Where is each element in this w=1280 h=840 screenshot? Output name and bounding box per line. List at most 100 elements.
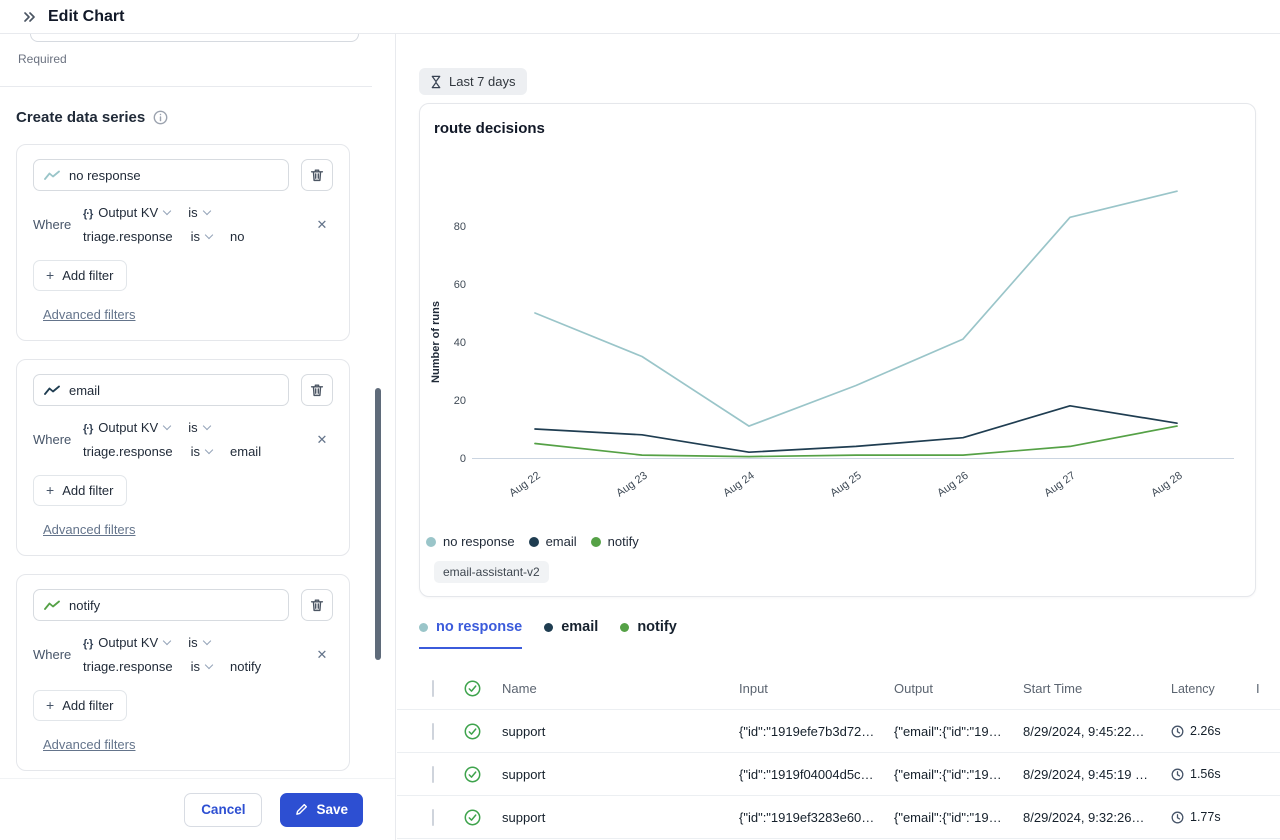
table-row[interactable]: support {"id":"1919f04004d5c… {"email":{… xyxy=(397,753,1280,796)
cell-output: {"email":{"id":"19… xyxy=(894,766,1002,782)
kv-icon xyxy=(83,635,92,650)
chevron-down-icon xyxy=(162,636,172,646)
kv-icon xyxy=(83,420,92,435)
table-header-row: Name Input Output Start Time Latency I xyxy=(397,668,1280,710)
tab-notify[interactable]: notify xyxy=(620,619,677,649)
row-checkbox[interactable] xyxy=(432,765,434,783)
status-success-icon xyxy=(464,809,481,825)
collapse-panel-icon[interactable] xyxy=(22,9,38,25)
field-dropdown[interactable]: Output KV xyxy=(83,205,172,220)
remove-filter-icon[interactable] xyxy=(311,647,333,663)
hourglass-icon xyxy=(431,75,441,88)
cell-start-time: 8/29/2024, 9:45:22… xyxy=(1023,723,1145,739)
delete-series-button[interactable] xyxy=(301,159,333,191)
scrolled-form-field[interactable] xyxy=(30,34,359,42)
svg-text:Aug 23: Aug 23 xyxy=(614,470,649,500)
cell-output: {"email":{"id":"19… xyxy=(894,809,1002,825)
delete-series-button[interactable] xyxy=(301,374,333,406)
svg-text:40: 40 xyxy=(454,337,466,349)
clock-icon xyxy=(1171,725,1184,737)
tab-dot xyxy=(544,622,554,632)
page-title: Edit Chart xyxy=(48,7,125,25)
filter-key-path[interactable]: triage.response xyxy=(83,659,173,674)
cell-input: {"id":"1919ef3283e60… xyxy=(739,809,875,825)
col-name[interactable]: Name xyxy=(502,681,537,696)
key-operator-dropdown[interactable]: is xyxy=(191,659,214,674)
model-tag[interactable]: email-assistant-v2 xyxy=(434,561,549,583)
legend-item[interactable]: email xyxy=(528,534,577,549)
trash-icon xyxy=(310,599,324,612)
series-name: email xyxy=(69,382,101,398)
sidebar-scrollbar[interactable] xyxy=(375,388,381,660)
advanced-filters-link[interactable]: Advanced filters xyxy=(43,307,136,322)
cell-input: {"id":"1919efe7b3d72… xyxy=(739,723,875,739)
status-success-icon[interactable] xyxy=(464,680,481,697)
advanced-filters-link[interactable]: Advanced filters xyxy=(43,737,136,752)
remove-filter-icon[interactable] xyxy=(311,432,333,448)
time-range-chip[interactable]: Last 7 days xyxy=(419,68,527,95)
delete-series-button[interactable] xyxy=(301,589,333,621)
field-dropdown[interactable]: Output KV xyxy=(83,635,172,650)
series-card: no response Where Output KV is xyxy=(16,144,350,341)
series-name-input[interactable]: no response xyxy=(33,159,289,191)
series-name-input[interactable]: email xyxy=(33,374,289,406)
col-input[interactable]: Input xyxy=(739,681,768,696)
col-start-time[interactable]: Start Time xyxy=(1023,681,1083,696)
svg-text:Aug 22: Aug 22 xyxy=(507,470,542,500)
table-row[interactable]: support {"id":"1919ef3283e60… {"email":{… xyxy=(397,796,1280,839)
col-clipped[interactable]: I xyxy=(1256,681,1260,696)
chevron-down-icon xyxy=(204,445,214,455)
add-filter-button[interactable]: Add filter xyxy=(33,475,127,506)
filter-key-path[interactable]: triage.response xyxy=(83,444,173,459)
svg-text:Number of runs: Number of runs xyxy=(430,301,442,383)
series-name: no response xyxy=(69,167,141,183)
cell-latency: 2.26s xyxy=(1190,724,1221,738)
cell-latency: 1.56s xyxy=(1190,767,1221,781)
operator-dropdown[interactable]: is xyxy=(188,635,211,650)
select-all-checkbox[interactable] xyxy=(432,680,434,697)
chevron-down-icon xyxy=(204,230,214,240)
svg-text:Aug 27: Aug 27 xyxy=(1042,470,1077,500)
legend-item[interactable]: no response xyxy=(426,534,515,549)
key-operator-dropdown[interactable]: is xyxy=(191,444,214,459)
chevron-down-icon xyxy=(162,421,172,431)
svg-text:80: 80 xyxy=(454,221,466,233)
remove-filter-icon[interactable] xyxy=(311,217,333,233)
col-output[interactable]: Output xyxy=(894,681,934,696)
pencil-icon xyxy=(296,803,308,815)
cell-start-time: 8/29/2024, 9:32:26… xyxy=(1023,809,1145,825)
divider xyxy=(0,86,372,87)
add-filter-button[interactable]: Add filter xyxy=(33,260,127,291)
tab-email[interactable]: email xyxy=(544,619,598,649)
legend-item[interactable]: notify xyxy=(590,534,639,549)
cell-input: {"id":"1919f04004d5c… xyxy=(739,766,874,782)
trash-icon xyxy=(310,384,324,397)
info-icon[interactable] xyxy=(153,110,168,125)
filter-value[interactable]: email xyxy=(230,444,262,459)
cell-output: {"email":{"id":"19… xyxy=(894,723,1002,739)
row-checkbox[interactable] xyxy=(432,722,434,740)
advanced-filters-link[interactable]: Advanced filters xyxy=(43,522,136,537)
operator-dropdown[interactable]: is xyxy=(188,420,211,435)
line-chart[interactable]: 0 20 40 60 80 Number of runs Aug 22 Aug 23 Aug 2… xyxy=(426,164,1250,516)
save-button[interactable]: Save xyxy=(280,792,363,827)
filter-value[interactable]: no xyxy=(230,229,245,244)
where-label: Where xyxy=(33,647,72,662)
field-dropdown[interactable]: Output KV xyxy=(83,420,172,435)
filter-key-path[interactable]: triage.response xyxy=(83,229,173,244)
col-latency[interactable]: Latency xyxy=(1171,681,1215,696)
trash-icon xyxy=(310,169,324,182)
add-filter-button[interactable]: Add filter xyxy=(33,690,127,721)
operator-dropdown[interactable]: is xyxy=(188,205,211,220)
status-success-icon xyxy=(464,723,481,739)
filter-value[interactable]: notify xyxy=(230,659,262,674)
tab-no-response[interactable]: no response xyxy=(419,619,523,649)
clock-icon xyxy=(1171,768,1184,780)
row-checkbox[interactable] xyxy=(432,808,434,826)
key-operator-dropdown[interactable]: is xyxy=(191,229,214,244)
table-row[interactable]: support {"id":"1919efe7b3d72… {"email":{… xyxy=(397,710,1280,753)
cancel-button[interactable]: Cancel xyxy=(184,792,263,827)
edit-chart-sidebar: Required Create data series no response xyxy=(0,34,396,840)
series-name-input[interactable]: notify xyxy=(33,589,289,621)
legend-dot xyxy=(528,536,539,547)
